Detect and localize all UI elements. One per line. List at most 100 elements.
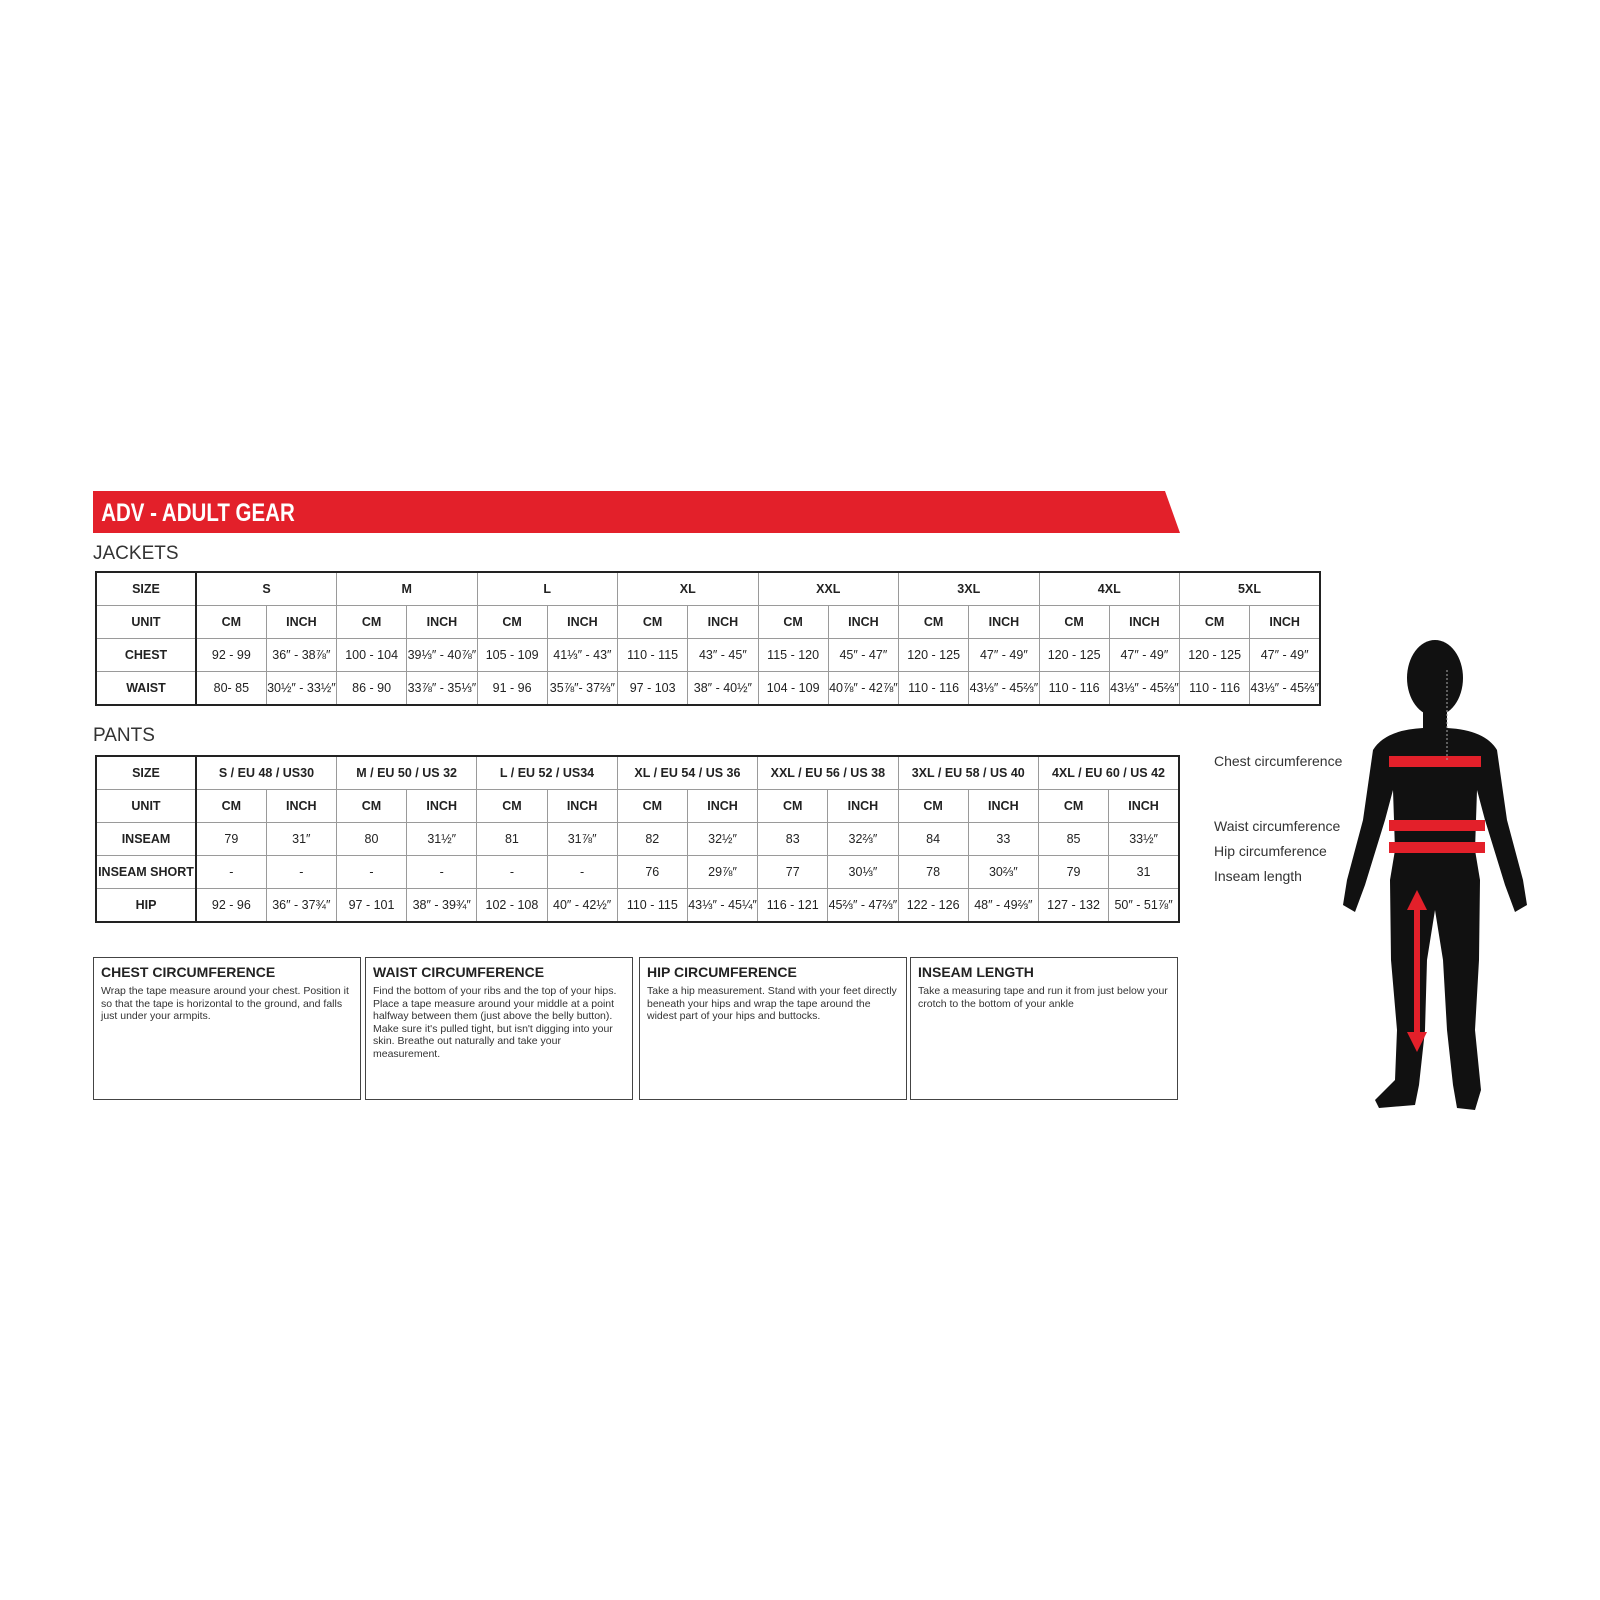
unit-header: CM [1037, 789, 1110, 823]
figure-label: Chest circumference [1214, 753, 1343, 769]
row-label: UNIT [95, 789, 197, 823]
cell: 120 - 125 [1038, 638, 1110, 672]
row-label: SIZE [95, 571, 197, 606]
row-label: INSEAM [95, 822, 197, 856]
size-header: S [195, 571, 337, 606]
unit-header: CM [757, 605, 829, 639]
cell: 127 - 132 [1037, 888, 1110, 923]
cell: 81 [476, 822, 548, 856]
info-box: INSEAM LENGTH Take a measuring tape and r… [910, 957, 1178, 1100]
row: INSEAM 79 31″ 80 31½″ 81 31⅞″ 82 32½″ 83 32⅔″ 84 33 8… [95, 822, 1180, 856]
row-label: WAIST [95, 671, 197, 706]
row-label: SIZE [95, 755, 197, 790]
cell: 80- 85 [195, 671, 267, 706]
size-header: L [476, 571, 618, 606]
cell: 48″ - 49⅔″ [967, 888, 1039, 923]
cell: 32½″ [686, 822, 759, 856]
figure [1343, 640, 1527, 1110]
size-header: XXL / EU 56 / US 38 [757, 755, 899, 790]
cell: 122 - 126 [897, 888, 969, 923]
unit-header: CM [476, 605, 548, 639]
size-header: S / EU 48 / US30 [195, 755, 337, 790]
cell: 36″ - 37¾″ [265, 888, 337, 923]
cell: 85 [1037, 822, 1110, 856]
cell: - [195, 855, 267, 889]
cell: 39⅓″ - 40⅞″ [406, 638, 478, 672]
cell: 31½″ [406, 822, 478, 856]
cell: 76 [616, 855, 688, 889]
pants-table: SIZE S / EU 48 / US30 M / EU 50 / US 32 L /… [95, 755, 1180, 923]
cell: 83 [757, 822, 829, 856]
unit-header: CM [757, 789, 829, 823]
cell: 30½″ - 33½″ [265, 671, 338, 706]
cell: 47″ - 49″ [1249, 638, 1321, 672]
unit-header: INCH [265, 605, 338, 639]
size-header: 4XL [1038, 571, 1180, 606]
unit-header: INCH [686, 789, 759, 823]
unit-header: CM [195, 605, 267, 639]
unit-header: CM [1178, 605, 1251, 639]
cell: 43⅓″ - 45¼″ [686, 888, 759, 923]
arrow-head [1407, 890, 1427, 910]
info-box: HIP CIRCUMFERENCE Take a hip measurement.… [639, 957, 907, 1100]
cell: 40⅞″ - 42⅞″ [827, 671, 900, 706]
row: SIZE S / EU 48 / US30 M / EU 50 / US 32 L /… [95, 755, 1180, 790]
cell: 31″ [265, 822, 337, 856]
cell: 84 [897, 822, 969, 856]
row: UNIT CM INCH CM INCH CM INCH CM INCH CM INCH CM INCH… [95, 789, 1180, 823]
row-label: INSEAM SHORT [95, 855, 197, 889]
row-label: CHEST [95, 638, 197, 672]
box-title: CHEST CIRCUMFERENCE [101, 964, 276, 980]
unit-header: INCH [1108, 605, 1181, 639]
section-title: PANTS [93, 725, 155, 746]
size-header: XL / EU 54 / US 36 [616, 755, 759, 790]
box-title: WAIST CIRCUMFERENCE [373, 964, 545, 980]
cell: 35⅞″- 37⅔″ [546, 671, 619, 706]
cell: 110 - 115 [616, 888, 688, 923]
row: WAIST 80- 85 30½″ - 33½″ 86 - 90 33⅞″ - 35⅓″… [95, 671, 1321, 706]
cell: 47″ - 49″ [1108, 638, 1181, 672]
unit-header: INCH [546, 789, 618, 823]
cell: 36″ - 38⅞″ [265, 638, 338, 672]
cell: 33 [967, 822, 1039, 856]
row-label: HIP [95, 888, 197, 923]
box-text: Take a hip measurement. Stand with your … [647, 985, 897, 1022]
cell: 38″ - 39¾″ [406, 888, 478, 923]
unit-header: INCH [546, 605, 619, 639]
unit-header: CM [1038, 605, 1110, 639]
box-text: Take a measuring tape and run it from ju… [918, 985, 1168, 1010]
unit-header: INCH [968, 605, 1040, 639]
cell: 45⅔″ - 47⅔″ [827, 888, 899, 923]
figure-head [1407, 640, 1463, 716]
chest-band [1389, 756, 1481, 767]
cell: 110 - 116 [897, 671, 970, 706]
figure-label: Waist circumference [1214, 818, 1341, 834]
banner-bg [93, 491, 1180, 533]
box-text: Find the bottom of your ribs and the top… [373, 985, 617, 1060]
size-header: 3XL / EU 58 / US 40 [897, 755, 1039, 790]
cell: 120 - 125 [897, 638, 970, 672]
cell: 110 - 116 [1178, 671, 1251, 706]
cell: 91 - 96 [476, 671, 548, 706]
unit-header: INCH [827, 605, 900, 639]
unit-header: CM [335, 605, 408, 639]
cell: 40″ - 42½″ [546, 888, 618, 923]
cell: 33½″ [1108, 822, 1180, 856]
cell: 30⅓″ [827, 855, 899, 889]
cell: 86 - 90 [335, 671, 408, 706]
figure-body [1343, 710, 1527, 1110]
cell: 43⅓″ - 45⅔″ [1108, 671, 1181, 706]
cell: 97 - 103 [616, 671, 689, 706]
section-title: JACKETS [93, 543, 179, 564]
unit-header: CM [897, 789, 969, 823]
cell: 33⅞″ - 35⅓″ [406, 671, 478, 706]
jackets-table: SIZE S M L XL XXL 3XL 4XL 5XL UNIT CM INCH CM INCH CM I… [95, 571, 1321, 706]
unit-header: CM [897, 605, 970, 639]
info-box: WAIST CIRCUMFERENCE Find the bottom of yo… [365, 957, 633, 1100]
banner-title: ADV - ADULT GEAR [101, 498, 295, 526]
figure-label: Inseam length [1214, 868, 1302, 884]
unit-header: INCH [406, 605, 478, 639]
unit-header: INCH [1108, 789, 1180, 823]
cell: 43⅓″ - 45⅔″ [1249, 671, 1321, 706]
